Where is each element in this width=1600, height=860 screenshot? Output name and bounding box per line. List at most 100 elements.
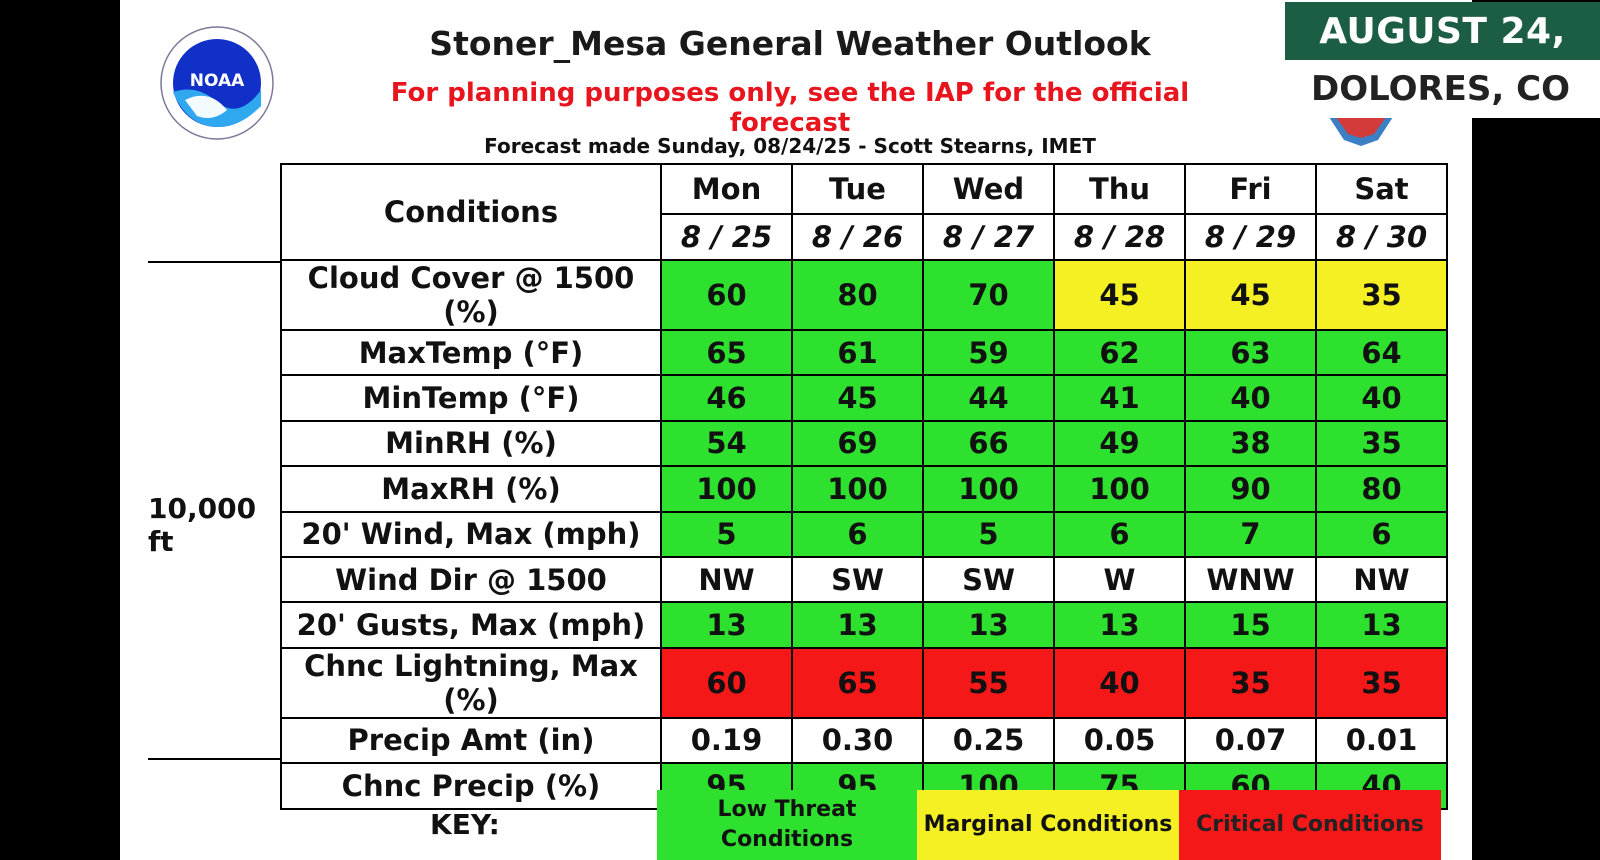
value-cell: 13 [660, 601, 793, 649]
day-header-fri: Fri [1184, 163, 1317, 215]
value-cell: 70 [922, 259, 1055, 331]
key-critical: Critical Conditions [1179, 790, 1441, 860]
value-cell: 0.30 [791, 716, 924, 765]
value-cell: 63 [1184, 328, 1317, 377]
value-cell: 13 [922, 601, 1055, 649]
condition-label: MinRH (%) [280, 419, 662, 468]
value-cell: NW [1315, 555, 1448, 604]
value-cell: 100 [791, 465, 924, 513]
key-low-threat: Low Threat Conditions [657, 790, 917, 860]
day-header-sat: Sat [1315, 163, 1448, 215]
table-row: MaxTemp (°F) 65 61 59 62 63 64 [280, 328, 1448, 377]
value-cell: 6 [1315, 510, 1448, 558]
day-header-thu: Thu [1053, 163, 1186, 215]
value-cell: 13 [1315, 601, 1448, 649]
day-header-mon: Mon [660, 163, 793, 215]
date-badge: AUGUST 24, 2025 [1285, 2, 1600, 112]
day-header-tue: Tue [791, 163, 924, 215]
value-cell: 65 [660, 328, 793, 377]
date-header-cell: 8 / 26 [791, 213, 924, 261]
day-header-wed: Wed [922, 163, 1055, 215]
condition-label: Cloud Cover @ 1500 (%) [280, 259, 662, 331]
value-cell: 45 [791, 374, 924, 422]
location-badge: DOLORES, CO [1285, 60, 1600, 118]
value-cell: 38 [1184, 419, 1317, 468]
value-cell: 5 [922, 510, 1055, 558]
value-cell: 54 [660, 419, 793, 468]
value-cell: 0.19 [660, 716, 793, 765]
value-cell: 69 [791, 419, 924, 468]
value-cell: 90 [1184, 465, 1317, 513]
condition-label: MinTemp (°F) [280, 374, 662, 422]
date-header-cell: 8 / 25 [660, 213, 793, 261]
table-row: MinRH (%) 54 69 66 49 38 35 [280, 419, 1448, 468]
value-cell: 13 [1053, 601, 1186, 649]
key-marginal: Marginal Conditions [917, 790, 1179, 860]
table-row: Precip Amt (in) 0.19 0.30 0.25 0.05 0.07 0.01 [280, 716, 1448, 765]
value-cell: SW [922, 555, 1055, 604]
table-row: 20' Gusts, Max (mph) 13 13 13 13 15 13 [280, 601, 1448, 649]
value-cell: 55 [922, 646, 1055, 719]
table-row: MaxRH (%) 100 100 100 100 90 80 [280, 465, 1448, 513]
conditions-header: Conditions [280, 163, 662, 261]
value-cell: 0.25 [922, 716, 1055, 765]
value-cell: 100 [660, 465, 793, 513]
value-cell: 40 [1184, 374, 1317, 422]
altitude-divider-bottom [148, 758, 282, 760]
date-header-cell: 8 / 27 [922, 213, 1055, 261]
value-cell: 41 [1053, 374, 1186, 422]
noaa-logo-text: NOAA [190, 71, 245, 91]
value-cell: 65 [791, 646, 924, 719]
disclaimer-subtitle: For planning purposes only, see the IAP … [390, 78, 1190, 138]
table-row: 20' Wind, Max (mph) 5 6 5 6 7 6 [280, 510, 1448, 558]
value-cell: 44 [922, 374, 1055, 422]
forecast-table: Conditions Mon Tue Wed Thu Fri Sat 8 / 25 8 / 26… [280, 163, 1448, 810]
value-cell: 5 [660, 510, 793, 558]
value-cell: 59 [922, 328, 1055, 377]
value-cell: 62 [1053, 328, 1186, 377]
value-cell: 35 [1315, 646, 1448, 719]
condition-label: 20' Wind, Max (mph) [280, 510, 662, 558]
table-row: Chnc Lightning, Max (%) 60 65 55 40 35 35 [280, 646, 1448, 719]
date-header-row: 8 / 25 8 / 26 8 / 27 8 / 28 8 / 29 8 / 30 [281, 213, 1448, 261]
date-header-cell: 8 / 30 [1315, 213, 1448, 261]
table-row: MinTemp (°F) 46 45 44 41 40 40 [280, 374, 1448, 422]
value-cell: 45 [1053, 259, 1186, 331]
value-cell: NW [660, 555, 793, 604]
page-title: Stoner_Mesa General Weather Outlook [429, 24, 1151, 63]
value-cell: 13 [791, 601, 924, 649]
value-cell: 35 [1184, 646, 1317, 719]
value-cell: 49 [1053, 419, 1186, 468]
value-cell: 64 [1315, 328, 1448, 377]
value-cell: 7 [1184, 510, 1317, 558]
condition-label: Precip Amt (in) [280, 716, 662, 765]
value-cell: 60 [660, 259, 793, 331]
forecast-made-line: Forecast made Sunday, 08/24/25 - Scott S… [484, 134, 1096, 158]
value-cell: 61 [791, 328, 924, 377]
value-cell: 6 [791, 510, 924, 558]
value-cell: SW [791, 555, 924, 604]
value-cell: 40 [1315, 374, 1448, 422]
condition-label: Wind Dir @ 1500 [280, 555, 662, 604]
value-cell: 100 [1053, 465, 1186, 513]
day-header-row: Conditions Mon Tue Wed Thu Fri Sat [280, 163, 1448, 261]
noaa-logo-icon: NOAA [160, 26, 274, 140]
condition-label: Chnc Lightning, Max (%) [280, 646, 662, 719]
value-cell: 45 [1184, 259, 1317, 331]
value-cell: W [1053, 555, 1186, 604]
value-cell: 35 [1315, 259, 1448, 331]
table-row: Wind Dir @ 1500 NW SW SW W WNW NW [280, 555, 1448, 604]
condition-label: MaxRH (%) [280, 465, 662, 513]
value-cell: 60 [660, 646, 793, 719]
date-header-cell: 8 / 28 [1053, 213, 1186, 261]
value-cell: 80 [791, 259, 924, 331]
date-header-cell: 8 / 29 [1184, 213, 1317, 261]
value-cell: 0.01 [1315, 716, 1448, 765]
key-label: KEY: [430, 808, 500, 841]
value-cell: 66 [922, 419, 1055, 468]
value-cell: 6 [1053, 510, 1186, 558]
table-row: Cloud Cover @ 1500 (%) 60 80 70 45 45 35 [280, 259, 1448, 331]
condition-label: MaxTemp (°F) [280, 328, 662, 377]
value-cell: 0.07 [1184, 716, 1317, 765]
condition-label: 20' Gusts, Max (mph) [280, 601, 662, 649]
